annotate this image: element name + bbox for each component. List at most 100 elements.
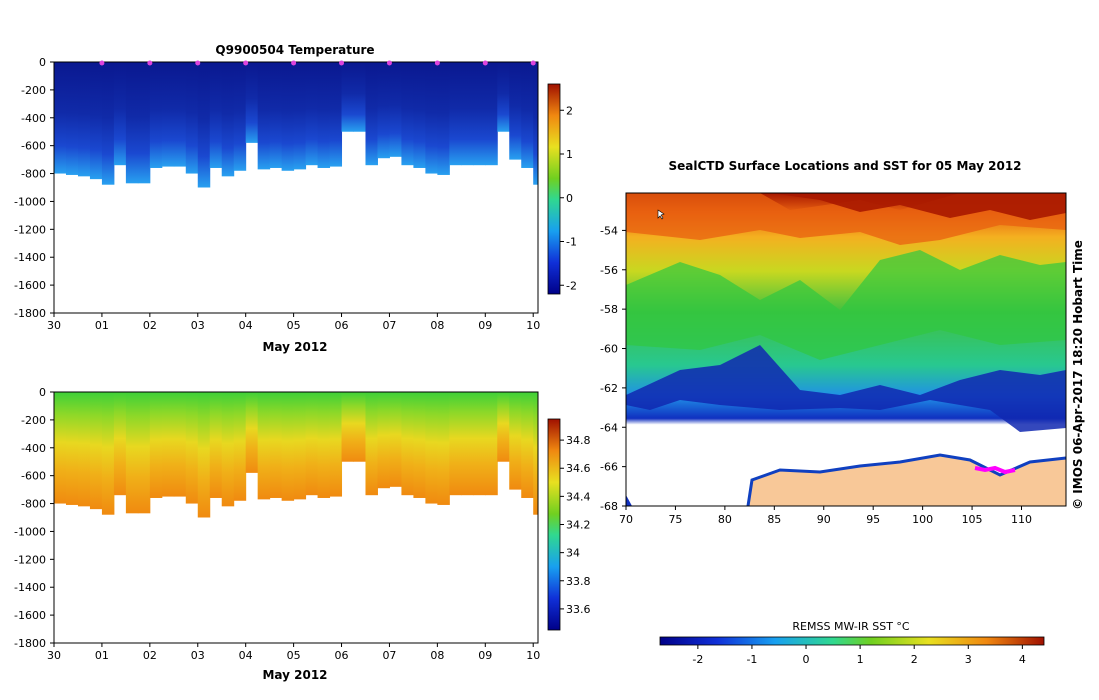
sst-colorbar-tick-label: 0	[803, 653, 810, 666]
x-tick-label: 07	[382, 319, 396, 332]
colorbar-tick-label: 34	[566, 547, 580, 560]
temperature-profile-column	[293, 62, 307, 170]
lat-tick-label: -68	[600, 500, 618, 513]
salinity-profile-column	[449, 392, 462, 496]
sst-map-image	[626, 193, 1066, 506]
temperature-profile-column	[377, 62, 390, 159]
salinity-xlabel: May 2012	[262, 668, 327, 682]
temperature-profile-column	[353, 62, 366, 132]
salinity-panel: 30 01 02 03 04 05 06 07 08 09 10 0 -200 -400 -600 -800…	[14, 386, 590, 682]
cursor-icon	[657, 209, 665, 220]
x-tick-label: 05	[287, 649, 301, 662]
salinity-profile-column	[54, 392, 67, 504]
temperature-profile-column	[65, 62, 79, 175]
profile-marker	[386, 60, 392, 66]
temperature-panel: Q9900504 Temperature 30 01 02 03 04 05 06 07 08 0…	[14, 43, 577, 354]
temperature-xlabel: May 2012	[262, 340, 327, 354]
temperature-profile-column	[497, 62, 510, 132]
sst-map-lat-axis: -54 -56 -58 -60 -62 -64 -66 -68	[600, 224, 626, 513]
salinity-profile-column	[125, 392, 139, 514]
y-tick-label: -800	[21, 168, 46, 181]
salinity-profile-column	[101, 392, 115, 515]
y-tick-label: -1000	[14, 195, 46, 208]
x-tick-label: 05	[287, 319, 301, 332]
imos-credit: © IMOS 06-Apr-2017 18:20 Hobart Time	[1071, 240, 1085, 510]
salinity-profile-column	[257, 392, 271, 500]
salinity-profile-column	[521, 392, 534, 498]
profile-marker	[530, 60, 536, 66]
salinity-profile-column	[137, 392, 151, 514]
salinity-colorbar-ticks: 34.8 34.6 34.4 34.2 34 33.8 33.6	[560, 434, 591, 616]
temperature-profile-column	[113, 62, 127, 166]
profile-marker	[147, 60, 153, 66]
profile-marker	[195, 60, 201, 66]
y-tick-label: -1600	[14, 279, 46, 292]
salinity-colorbar	[547, 418, 561, 631]
y-tick-label: -800	[21, 498, 46, 511]
lon-tick-label: 90	[817, 513, 831, 526]
temperature-profile-column	[533, 62, 538, 185]
lon-tick-label: 70	[619, 513, 633, 526]
temperature-profile-column	[54, 62, 67, 174]
lon-tick-label: 100	[912, 513, 933, 526]
temperature-profile-column	[137, 62, 151, 184]
temperature-colorbar	[547, 83, 561, 295]
lat-tick-label: -60	[600, 343, 618, 356]
salinity-profile-column	[233, 392, 247, 501]
x-tick-label: 10	[526, 649, 540, 662]
temperature-profile-column	[125, 62, 139, 184]
temperature-profile-column	[77, 62, 91, 177]
sst-hot-band	[770, 193, 1066, 220]
salinity-profile-column	[533, 392, 538, 515]
x-tick-label: 01	[95, 319, 109, 332]
y-tick-label: -1800	[14, 307, 46, 320]
temperature-y-axis: 0 -200 -400 -600 -800 -1000 -1200 -1400 -1600 -18…	[14, 56, 54, 320]
colorbar-tick-label: 34.8	[566, 434, 591, 447]
lon-tick-label: 95	[866, 513, 880, 526]
lat-tick-label: -64	[600, 421, 618, 434]
profile-marker	[243, 60, 249, 66]
profile-marker	[99, 60, 105, 66]
sst-colorbar	[659, 636, 1045, 646]
temperature-profile-column	[473, 62, 486, 166]
y-tick-label: -200	[21, 414, 46, 427]
y-tick-label: -1600	[14, 609, 46, 622]
salinity-heatmap	[54, 392, 538, 518]
temperature-x-axis: 30 01 02 03 04 05 06 07 08 09 10	[47, 313, 540, 332]
salinity-profile-column	[497, 392, 510, 462]
salinity-y-axis: 0 -200 -400 -600 -800 -1000 -1200 -1400 -1600 -18…	[14, 386, 54, 650]
salinity-profile-column	[485, 392, 498, 496]
salinity-profile-column	[317, 392, 331, 498]
salinity-profile-column	[425, 392, 438, 504]
salinity-profile-column	[353, 392, 366, 462]
temperature-profile-column	[221, 62, 235, 177]
lat-tick-label: -66	[600, 461, 618, 474]
salinity-profile-column	[209, 392, 223, 498]
temperature-profile-column	[89, 62, 103, 180]
lat-tick-label: -56	[600, 264, 618, 277]
x-tick-label: 03	[191, 319, 205, 332]
temperature-colorbar-ticks: 2 1 0 -1 -2	[560, 104, 577, 292]
salinity-profile-column	[173, 392, 187, 497]
sst-cold-band	[626, 345, 1066, 432]
salinity-profile-column	[149, 392, 163, 498]
salinity-profile-column	[113, 392, 127, 496]
x-tick-label: 08	[430, 649, 444, 662]
y-tick-label: -1400	[14, 581, 46, 594]
salinity-profile-column	[245, 392, 259, 473]
y-tick-label: -1000	[14, 525, 46, 538]
x-tick-label: 04	[239, 649, 253, 662]
temperature-profile-column	[281, 62, 295, 171]
temperature-profile-column	[365, 62, 378, 166]
temperature-profile-column	[173, 62, 187, 167]
colorbar-tick-label: 34.4	[566, 490, 591, 503]
sst-colorbar-tick-label: 3	[965, 653, 972, 666]
y-tick-label: 0	[39, 386, 46, 399]
colorbar-tick-label: 1	[566, 148, 573, 161]
x-tick-label: 10	[526, 319, 540, 332]
x-tick-label: 01	[95, 649, 109, 662]
temperature-profile-column	[149, 62, 163, 168]
colorbar-tick-label: 33.6	[566, 603, 591, 616]
y-tick-label: -400	[21, 112, 46, 125]
